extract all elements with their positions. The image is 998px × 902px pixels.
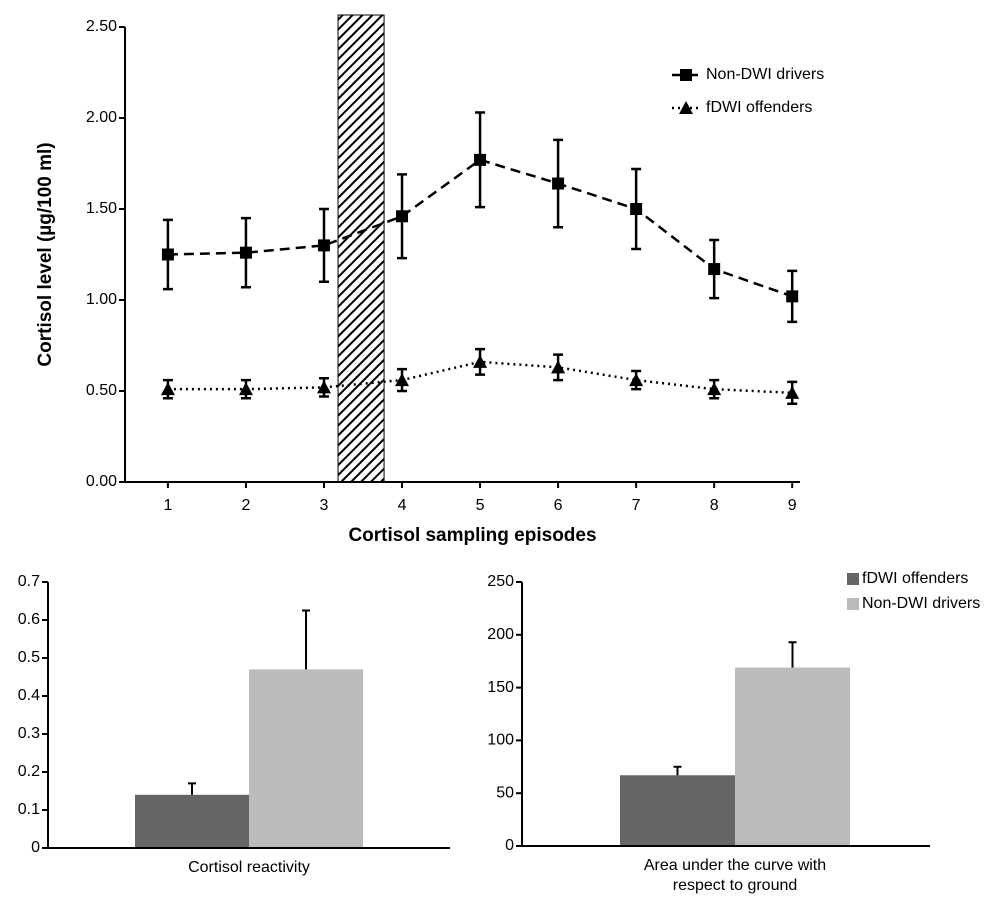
y-tick-label: 200 xyxy=(487,626,514,643)
x-tick-label: 9 xyxy=(788,497,797,514)
y-tick-label: 50 xyxy=(496,784,514,801)
y-tick-label: 100 xyxy=(487,732,514,749)
legend-label: fDWI offenders xyxy=(706,99,812,116)
marker xyxy=(160,382,175,396)
error-bar xyxy=(188,782,196,795)
y-axis-title: Cortisol level (µg/100 ml) xyxy=(35,142,56,366)
legend-label: Non-DWI drivers xyxy=(706,66,824,83)
marker xyxy=(707,382,722,396)
y-tick-label: 0.2 xyxy=(18,763,40,780)
y-tick-label: 0.1 xyxy=(18,801,40,818)
x-tick-label: 8 xyxy=(710,497,719,514)
x-tick-label: Area under the curve with respect to gro… xyxy=(643,857,827,894)
legend-label: Non-DWI drivers xyxy=(862,595,980,612)
y-tick-label: 1.50 xyxy=(86,200,117,217)
x-tick-label: 6 xyxy=(554,497,563,514)
marker xyxy=(786,290,799,303)
marker xyxy=(317,239,330,252)
bar xyxy=(249,669,363,848)
x-tick-label: 1 xyxy=(163,497,172,514)
marker xyxy=(474,153,487,166)
legend-swatch xyxy=(847,573,859,585)
x-tick-label: 4 xyxy=(398,497,407,514)
marker xyxy=(551,360,566,374)
error-bar xyxy=(673,765,682,776)
marker xyxy=(239,246,252,259)
marker xyxy=(629,373,644,387)
x-tick-label: 2 xyxy=(242,497,251,514)
y-tick-label: 0.7 xyxy=(18,573,40,590)
shaded-span xyxy=(337,14,385,483)
y-tick-label: 2.00 xyxy=(86,109,117,126)
bar xyxy=(735,667,850,846)
x-tick-label: Cortisol reactivity xyxy=(188,859,310,876)
marker xyxy=(316,380,331,394)
marker xyxy=(396,210,409,223)
y-tick-label: 250 xyxy=(487,573,514,590)
marker xyxy=(552,177,565,190)
marker xyxy=(630,203,643,215)
marker xyxy=(161,248,174,261)
x-tick-label: 7 xyxy=(632,497,641,514)
y-tick-label: 0.5 xyxy=(18,649,40,666)
legend-label: fDWI offenders xyxy=(862,570,968,587)
error-bar xyxy=(788,641,797,668)
y-tick-label: 0.00 xyxy=(86,473,117,490)
y-tick-label: 0.50 xyxy=(86,382,117,399)
legend-marker xyxy=(680,69,692,81)
marker xyxy=(473,354,488,368)
category-box: Area under the curve with respect to gro… xyxy=(643,857,827,894)
bar xyxy=(135,794,249,848)
marker xyxy=(238,382,253,396)
marker xyxy=(785,385,800,399)
y-tick-label: 0 xyxy=(505,837,514,854)
error-bar xyxy=(302,609,310,670)
marker xyxy=(395,373,410,387)
y-tick-label: 0.3 xyxy=(18,725,40,742)
bar xyxy=(620,775,735,846)
y-tick-label: 0.4 xyxy=(18,687,40,704)
y-tick-label: 150 xyxy=(487,679,514,696)
x-tick-label: 3 xyxy=(320,497,329,514)
y-tick-label: 0.6 xyxy=(18,611,40,628)
y-tick-label: 2.50 xyxy=(86,18,117,35)
legend-marker xyxy=(679,101,693,114)
y-tick-label: 0 xyxy=(31,839,40,856)
y-tick-label: 1.00 xyxy=(86,291,117,308)
x-axis-title: Cortisol sampling episodes xyxy=(348,525,596,546)
marker xyxy=(708,263,721,276)
legend-swatch xyxy=(847,598,859,610)
x-tick-label: 5 xyxy=(476,497,485,514)
category-box: Cortisol reactivity xyxy=(188,859,310,876)
